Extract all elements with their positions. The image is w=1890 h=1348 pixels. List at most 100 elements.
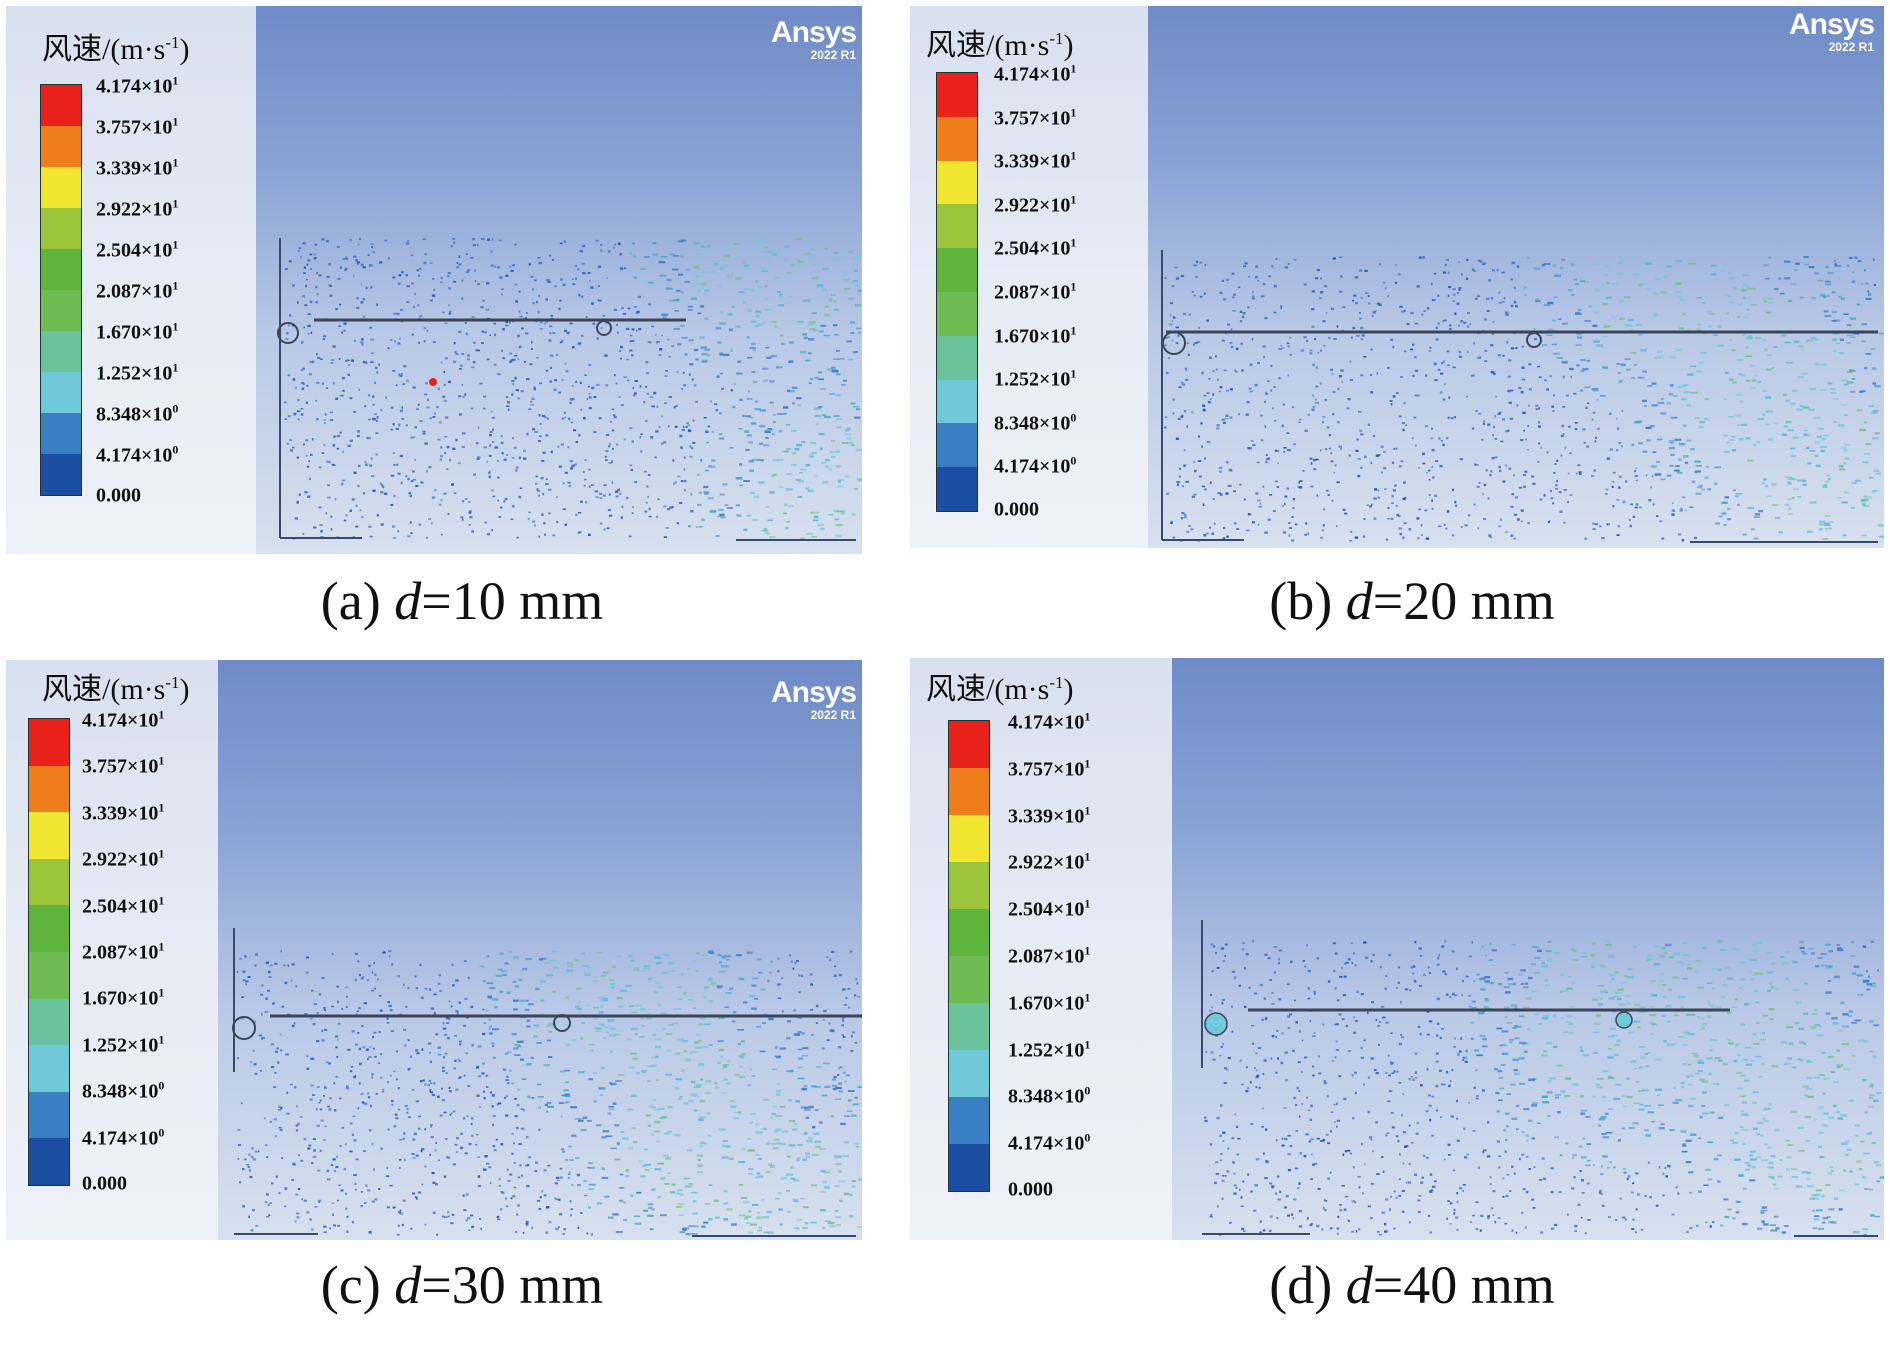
velocity-vector [583, 470, 585, 473]
velocity-vector [1227, 323, 1231, 326]
velocity-vector [355, 259, 358, 262]
velocity-vector [1562, 375, 1565, 379]
velocity-vector [391, 963, 394, 966]
velocity-vector [584, 973, 592, 976]
velocity-vector [1204, 488, 1207, 491]
velocity-vector [1685, 1161, 1692, 1164]
velocity-vector [1660, 398, 1664, 400]
velocity-vector [555, 496, 558, 498]
velocity-vector [305, 454, 308, 457]
velocity-vector [412, 1138, 416, 1141]
velocity-vector [1571, 1156, 1575, 1159]
velocity-vector [616, 1142, 620, 1145]
velocity-vector [1773, 346, 1778, 348]
velocity-vector [1516, 404, 1519, 407]
velocity-vector [437, 387, 440, 391]
velocity-vector [610, 1082, 617, 1086]
velocity-vector [804, 1108, 811, 1111]
velocity-vector [251, 1147, 254, 1150]
velocity-vector [797, 1016, 800, 1019]
velocity-vector [413, 305, 415, 309]
velocity-vector [313, 253, 317, 256]
velocity-vector [407, 1039, 410, 1041]
velocity-vector [1497, 1070, 1503, 1073]
velocity-vector [606, 434, 610, 436]
velocity-vector [558, 1102, 565, 1104]
velocity-vector [1818, 1145, 1823, 1148]
velocity-vector [1843, 449, 1848, 452]
velocity-vector [1787, 483, 1792, 485]
velocity-vector [548, 512, 551, 515]
velocity-vector [855, 448, 862, 452]
velocity-vector [758, 1226, 762, 1229]
velocity-vector [1539, 498, 1543, 501]
velocity-vector [1402, 536, 1405, 539]
velocity-vector [462, 1194, 465, 1197]
velocity-vector [1769, 1224, 1777, 1226]
velocity-vector [1538, 442, 1540, 445]
velocity-vector [1336, 525, 1338, 528]
velocity-vector [401, 271, 404, 274]
velocity-vector [1244, 262, 1248, 265]
velocity-vector [286, 332, 289, 335]
velocity-vector [1698, 426, 1704, 429]
velocity-vector [1193, 343, 1195, 346]
velocity-vector [703, 485, 709, 489]
velocity-vector [1232, 490, 1236, 493]
velocity-vector [491, 416, 496, 419]
velocity-vector [1865, 353, 1872, 355]
velocity-vector [333, 1082, 336, 1085]
velocity-vector [764, 308, 772, 311]
velocity-vector [1695, 470, 1701, 473]
velocity-vector [1467, 514, 1471, 517]
velocity-vector [538, 440, 541, 442]
velocity-vector [756, 1172, 761, 1175]
velocity-vector [450, 1005, 453, 1008]
velocity-vector [763, 1098, 770, 1101]
velocity-vector [1322, 416, 1326, 418]
velocity-vector [1727, 507, 1731, 511]
velocity-vector [1689, 448, 1695, 451]
velocity-vector [503, 458, 507, 461]
velocity-vector [708, 1000, 713, 1003]
velocity-vector [364, 1102, 368, 1105]
velocity-vector [555, 1227, 559, 1231]
velocity-vector [382, 1088, 385, 1091]
velocity-vector [1566, 1015, 1572, 1018]
velocity-vector [1652, 451, 1657, 453]
velocity-vector [1618, 475, 1622, 478]
velocity-vector [1169, 323, 1173, 326]
velocity-vector [1694, 417, 1700, 419]
velocity-vector [767, 519, 773, 522]
velocity-vector [311, 1162, 314, 1164]
velocity-vector [846, 1110, 853, 1113]
velocity-vector [1519, 1015, 1525, 1018]
velocity-vector [1745, 355, 1752, 357]
velocity-vector [844, 1115, 850, 1117]
velocity-vector [800, 468, 807, 471]
velocity-vector [1210, 943, 1213, 946]
velocity-vector [749, 459, 755, 462]
velocity-vector [1804, 982, 1809, 985]
velocity-vector [406, 1108, 409, 1110]
velocity-vector [1696, 1059, 1703, 1062]
velocity-vector [1181, 383, 1186, 386]
velocity-vector [814, 1109, 819, 1111]
velocity-vector [1398, 1195, 1402, 1197]
velocity-vector [631, 328, 635, 331]
velocity-vector [1774, 516, 1781, 520]
velocity-vector [1647, 385, 1653, 387]
velocity-vector [1497, 413, 1501, 415]
velocity-vector [1553, 296, 1558, 299]
velocity-vector [604, 321, 609, 324]
velocity-vector [1370, 1183, 1374, 1185]
velocity-vector [288, 260, 292, 263]
velocity-vector [1372, 435, 1376, 437]
velocity-vector [1223, 369, 1227, 372]
velocity-vector [801, 299, 807, 302]
velocity-vector [1372, 311, 1376, 314]
velocity-vector [540, 477, 544, 480]
velocity-vector [1483, 1006, 1489, 1009]
velocity-vector [1768, 438, 1774, 441]
velocity-vector [545, 1231, 549, 1234]
